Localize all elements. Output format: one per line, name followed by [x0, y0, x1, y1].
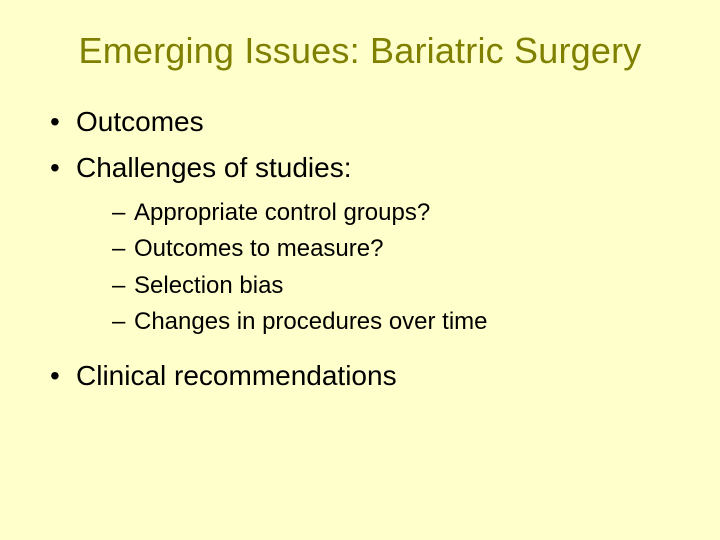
slide-title: Emerging Issues: Bariatric Surgery: [40, 30, 680, 71]
sub-bullet-marker: –: [112, 270, 134, 302]
bullet-text: Challenges of studies:: [76, 149, 680, 187]
slide: Emerging Issues: Bariatric Surgery • Out…: [0, 0, 720, 540]
sub-bullet-marker: –: [112, 233, 134, 265]
sub-bullet-group: – Appropriate control groups? – Outcomes…: [40, 197, 680, 339]
sub-bullet-text: Outcomes to measure?: [134, 233, 680, 265]
bullet-text: Outcomes: [76, 103, 680, 141]
sub-bullet-item: – Outcomes to measure?: [112, 233, 680, 265]
bullet-marker: •: [50, 103, 76, 141]
bullet-item: • Clinical recommendations: [50, 357, 680, 395]
bullet-marker: •: [50, 149, 76, 187]
sub-bullet-text: Changes in procedures over time: [134, 306, 680, 338]
sub-bullet-text: Selection bias: [134, 270, 680, 302]
bullet-item: • Challenges of studies:: [50, 149, 680, 187]
sub-bullet-marker: –: [112, 306, 134, 338]
bullet-item: • Outcomes: [50, 103, 680, 141]
bullet-text: Clinical recommendations: [76, 357, 680, 395]
sub-bullet-item: – Changes in procedures over time: [112, 306, 680, 338]
sub-bullet-marker: –: [112, 197, 134, 229]
sub-bullet-item: – Appropriate control groups?: [112, 197, 680, 229]
bullet-marker: •: [50, 357, 76, 395]
slide-body: • Outcomes • Challenges of studies: – Ap…: [40, 103, 680, 394]
sub-bullet-item: – Selection bias: [112, 270, 680, 302]
sub-bullet-text: Appropriate control groups?: [134, 197, 680, 229]
